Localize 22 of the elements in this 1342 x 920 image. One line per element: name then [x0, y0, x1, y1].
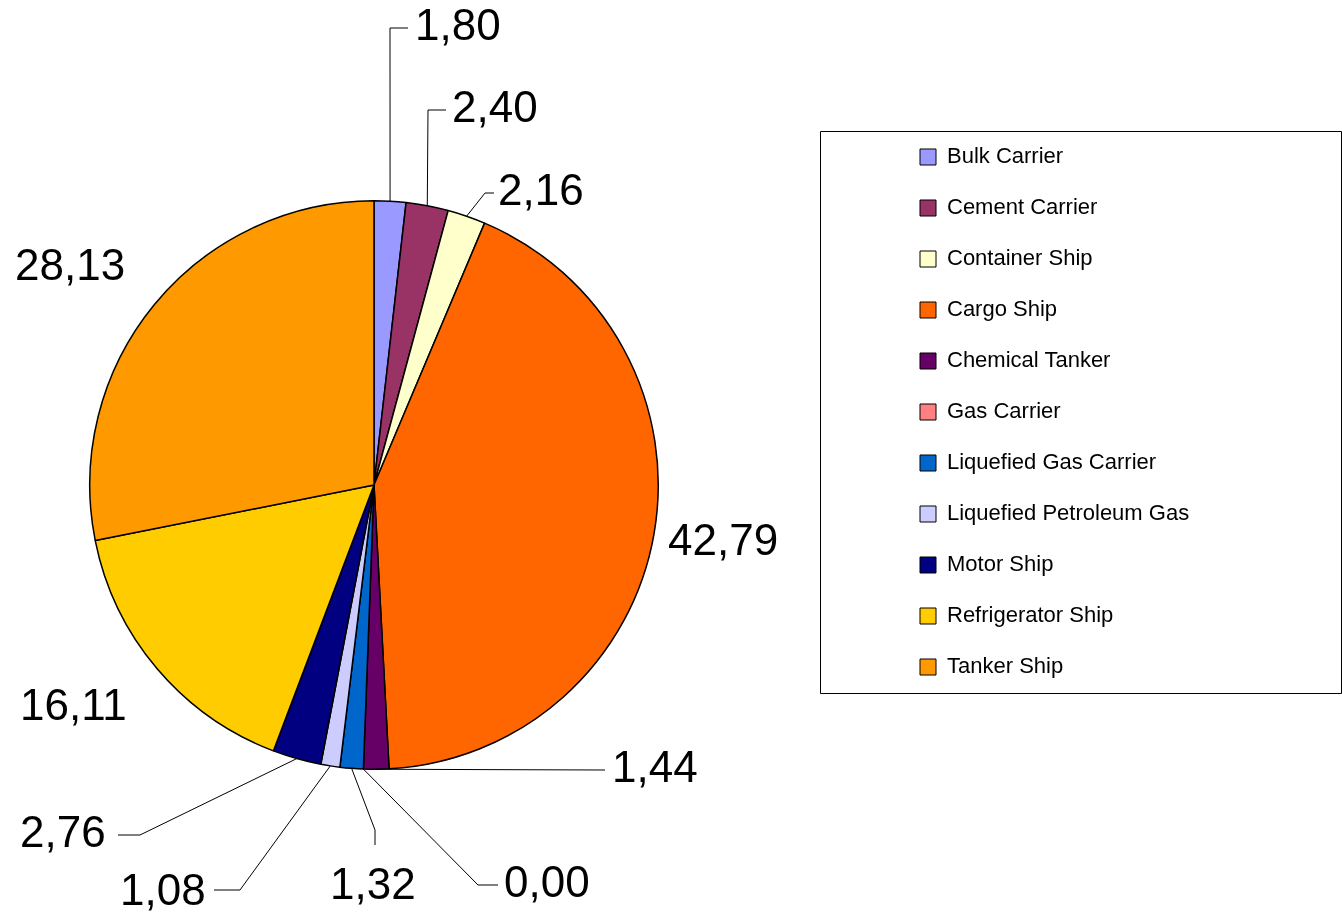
legend-label: Liquefied Gas Carrier: [947, 449, 1157, 475]
data-label: 1,08: [120, 865, 206, 915]
legend-label: Gas Carrier: [947, 398, 1061, 424]
legend-label: Refrigerator Ship: [947, 602, 1114, 628]
data-label: 2,16: [498, 165, 584, 215]
legend-label: Cement Carrier: [947, 194, 1098, 220]
legend-label: Cargo Ship: [947, 296, 1058, 322]
data-label: 42,79: [668, 515, 779, 565]
legend-label: Container Ship: [947, 245, 1093, 271]
data-label: 1,80: [415, 0, 501, 50]
data-label: 2,76: [20, 807, 106, 857]
legend-label: Bulk Carrier: [947, 143, 1064, 169]
data-label: 28,13: [15, 240, 126, 290]
data-label: 1,32: [330, 859, 416, 909]
data-label: 16,11: [20, 680, 127, 730]
legend-label: Liquefied Petroleum Gas: [947, 500, 1190, 526]
data-label: 2,40: [452, 82, 538, 132]
legend-label: Motor Ship: [947, 551, 1054, 577]
legend-label: Tanker Ship: [947, 653, 1064, 679]
legend-label: Chemical Tanker: [947, 347, 1111, 373]
text: 0,00: [504, 857, 590, 907]
data-label: 1,44: [612, 742, 698, 792]
